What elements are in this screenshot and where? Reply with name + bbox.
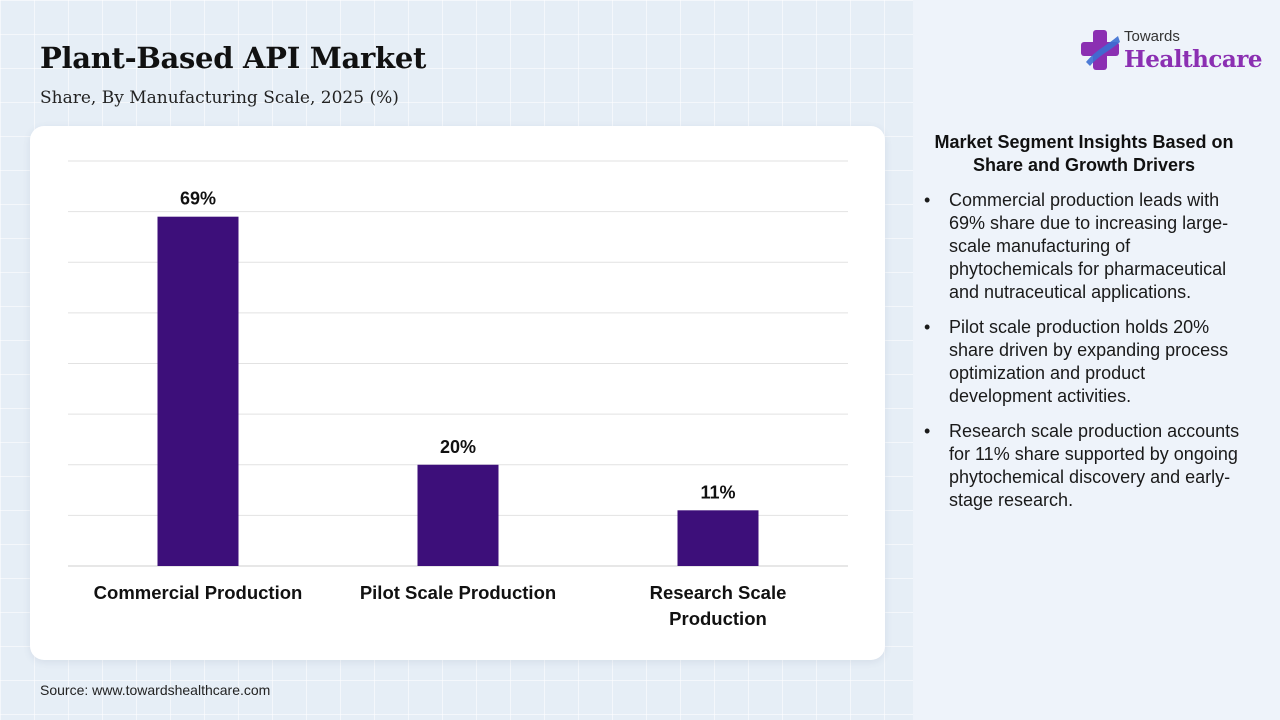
medical-cross-icon (1081, 30, 1120, 70)
data-label-0: 69% (180, 189, 216, 209)
bar-2 (677, 510, 759, 566)
main-area: Plant-Based API Market Share, By Manufac… (30, 41, 885, 698)
insight-text: Commercial production leads with 69% sha… (949, 190, 1229, 302)
category-label-2: Production (669, 608, 767, 629)
page-title: Plant-Based API Market (40, 41, 427, 75)
bullet-icon: • (924, 190, 931, 210)
insights-list: • Commercial production leads with 69% sh… (922, 189, 1252, 524)
bullet-icon: • (924, 421, 931, 441)
insight-text: Pilot scale production holds 20% share d… (949, 317, 1229, 406)
insight-text: Research scale production accounts for 1… (949, 421, 1240, 510)
bar-chart: 69% Commercial Production 20% Pilot Scale P… (68, 160, 848, 629)
source-note: Source: www.towardshealthcare.com (40, 682, 271, 698)
insight-item-research: • Research scale production accounts for … (922, 420, 1252, 512)
logo-top-text: Towards (1124, 28, 1180, 45)
category-label-0: Commercial Production (94, 582, 303, 603)
insight-item-pilot: • Pilot scale production holds 20% share … (922, 316, 1252, 408)
data-label-2: 11% (700, 482, 735, 502)
page-subtitle: Share, By Manufacturing Scale, 2025 (%) (40, 88, 399, 108)
insight-item-commercial: • Commercial production leads with 69% sh… (922, 189, 1252, 304)
data-label-1: 20% (440, 437, 476, 457)
brand-logo: Towards Healthcare (1080, 26, 1263, 76)
logo-main-text: Healthcare (1124, 46, 1263, 73)
bullet-icon: • (924, 317, 931, 337)
category-label-2: Research Scale (650, 582, 787, 603)
bar-1 (417, 464, 499, 566)
bar-0 (157, 216, 239, 566)
chart-card: 69% Commercial Production 20% Pilot Scale P… (30, 126, 885, 660)
category-label-1: Pilot Scale Production (360, 582, 556, 603)
insights-title: Market Segment Insights Based on Share a… (934, 132, 1234, 175)
insights-panel (913, 0, 1280, 720)
